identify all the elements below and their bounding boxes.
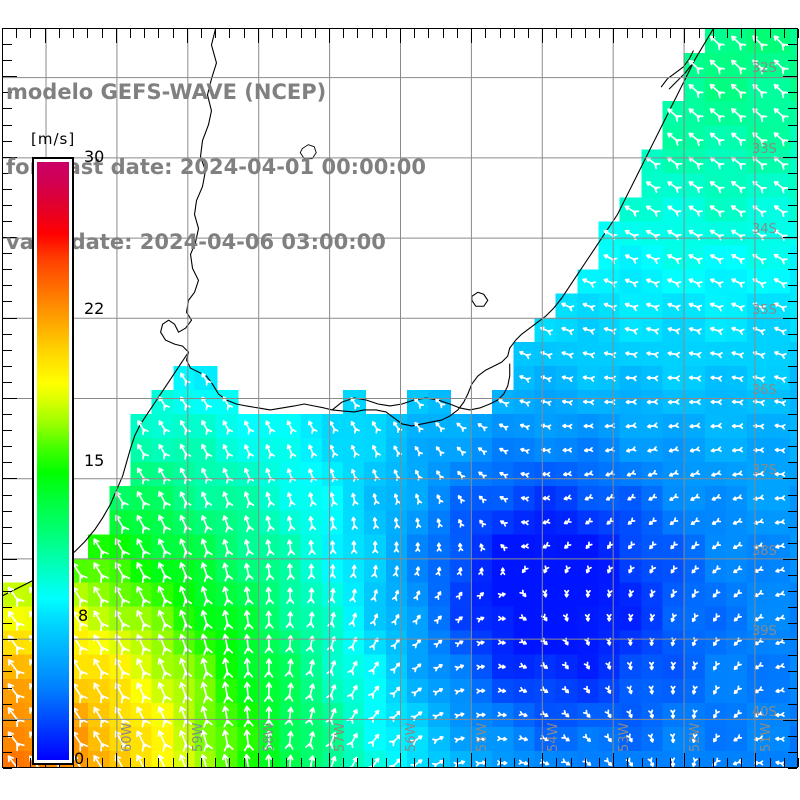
- lon-tick-label: 58W: [261, 722, 277, 752]
- lat-tick-label: 39S: [752, 624, 777, 640]
- colorbar-tick-22: 22: [84, 299, 105, 318]
- lon-tick-label: 53W: [617, 722, 633, 752]
- colorbar-gradient: [36, 161, 70, 761]
- lon-tick-label: 60W: [119, 722, 135, 752]
- lon-tick-label: 54W: [546, 722, 562, 752]
- colorbar-tick-0: 0: [74, 749, 85, 768]
- colorbar-tick-15: 15: [84, 451, 105, 470]
- colorbar-tick-30: 30: [84, 147, 105, 166]
- lat-tick-label: 35S: [752, 302, 777, 318]
- lat-tick-label: 33S: [752, 141, 777, 157]
- lon-tick-label: 57W: [332, 722, 348, 752]
- lat-tick-label: 32S: [752, 61, 777, 77]
- lat-tick-label: 34S: [752, 222, 777, 238]
- model-title: modelo GEFS-WAVE (NCEP): [6, 80, 327, 104]
- lon-tick-label: 51W: [759, 722, 775, 752]
- lat-tick-label: 36S: [752, 383, 777, 398]
- colorbar-tick-8: 8: [78, 606, 89, 625]
- lat-tick-label: 38S: [752, 543, 777, 559]
- colorbar-unit-label: [m/s]: [31, 130, 76, 148]
- lon-tick-label: 55W: [475, 722, 491, 752]
- map-plot-area[interactable]: [2, 28, 798, 768]
- lat-tick-label: 37S: [752, 463, 777, 479]
- colorbar-box[interactable]: [32, 157, 74, 765]
- lon-tick-label: 59W: [190, 722, 206, 752]
- lon-tick-label: 56W: [404, 722, 419, 752]
- lat-tick-label: 40S: [752, 704, 777, 720]
- lon-tick-label: 52W: [688, 722, 704, 752]
